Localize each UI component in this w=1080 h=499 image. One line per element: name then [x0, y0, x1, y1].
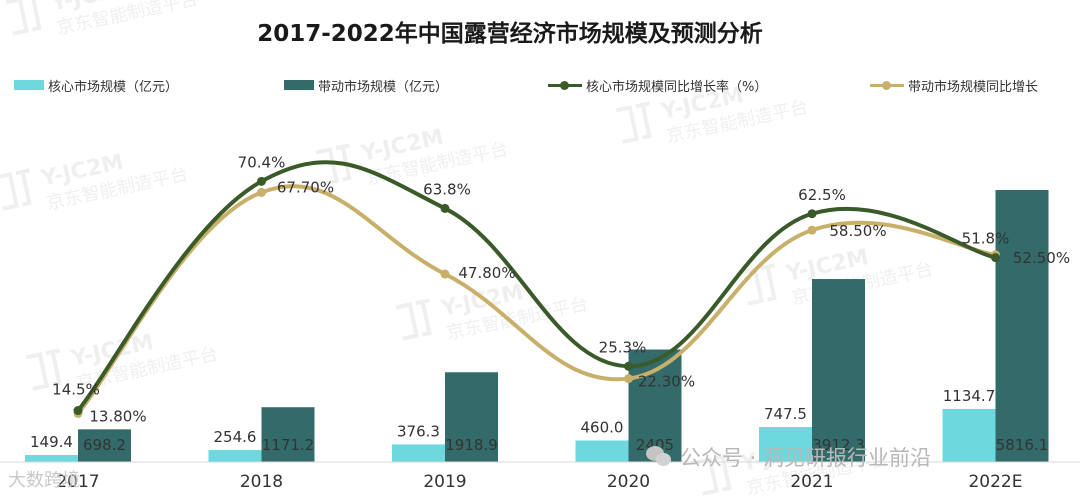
- bar-driven-2018[interactable]: [261, 407, 315, 462]
- label-core-growth-2018: 70.4%: [238, 153, 286, 171]
- point-core-growth-2017[interactable]: [73, 406, 83, 416]
- x-tick-2020: 2020: [607, 472, 650, 492]
- label-driven-growth-2018: 67.70%: [277, 178, 334, 196]
- point-core-growth-2020[interactable]: [624, 361, 633, 371]
- label-driven-2020: 2405: [636, 436, 674, 454]
- x-tick-2021: 2021: [790, 472, 833, 492]
- label-driven-growth-2019: 47.80%: [458, 264, 515, 282]
- label-driven-growth-2020: 22.30%: [638, 373, 695, 391]
- label-core-2018: 254.6: [214, 428, 257, 446]
- bar-core-2018[interactable]: [208, 450, 262, 462]
- point-driven-growth-2019[interactable]: [440, 269, 450, 279]
- footer-source-right: 公众号 · 洞见研报行业前沿: [646, 442, 931, 472]
- label-driven-2019: 1918.9: [445, 436, 498, 454]
- bar-driven-2019[interactable]: [445, 372, 498, 462]
- x-tick-2018: 2018: [240, 472, 283, 492]
- point-core-growth-2019[interactable]: [440, 203, 450, 213]
- point-driven-growth-2018[interactable]: [257, 187, 266, 197]
- legend-label-core-growth: 核心市场规模同比增长率（%）: [586, 79, 768, 95]
- bar-driven-2021[interactable]: [812, 279, 865, 462]
- x-axis: 2017 2018 2019 2020 2021 2022E: [0, 461, 1080, 492]
- bar-core-2019[interactable]: [392, 444, 445, 462]
- watermark-logo-icon: [395, 298, 432, 341]
- label-core-2020: 460.0: [581, 418, 624, 436]
- line-driven-growth[interactable]: [76, 184, 996, 415]
- watermark-logo-icon: [25, 348, 62, 391]
- bar-driven-2017[interactable]: [78, 429, 131, 462]
- legend-item-driven-size[interactable]: 带动市场规模（亿元）: [284, 72, 448, 98]
- footer-right-text: 公众号 · 洞见研报行业前沿: [680, 446, 932, 470]
- x-tick-2017: 2017: [56, 472, 99, 492]
- legend-item-core-growth[interactable]: 核心市场规模同比增长率（%）: [548, 72, 767, 98]
- watermark-logo-icon: [315, 143, 352, 186]
- bar-core-2020[interactable]: [575, 440, 629, 462]
- label-core-growth-2022E: 51.8%: [962, 230, 1010, 248]
- point-driven-growth-2021[interactable]: [807, 225, 817, 235]
- watermark-logo-icon: [0, 168, 32, 211]
- watermark-logo-icon: [695, 453, 732, 496]
- label-core-2021: 747.5: [764, 405, 807, 423]
- chart-title-text: 2017-2022年中国露营经济市场规模及预测分析: [257, 21, 763, 47]
- bar-driven-2022E[interactable]: [995, 190, 1049, 462]
- line-core-growth[interactable]: [76, 160, 996, 412]
- line-layer: [73, 160, 1000, 418]
- label-driven-2017: 698.2: [83, 436, 126, 454]
- label-core-2019: 376.3: [397, 422, 440, 440]
- legend-swatch-core-growth: [548, 80, 582, 90]
- footer-source-left: 大数跨境: [8, 466, 80, 492]
- legend-label-driven-size: 带动市场规模（亿元）: [318, 79, 449, 95]
- label-driven-2018: 1171.2: [262, 436, 315, 454]
- label-driven-growth-2017: 13.80%: [89, 407, 146, 425]
- label-layer: 149.4 698.2 254.6 1171.2 376.3 1918.9 460.0 240…: [30, 153, 1070, 454]
- point-driven-growth-2020[interactable]: [624, 374, 633, 384]
- label-core-2022E: 1134.7: [943, 387, 996, 405]
- point-core-growth-2021[interactable]: [807, 209, 817, 219]
- bar-core-2017[interactable]: [25, 455, 78, 462]
- wechat-icon: [646, 446, 672, 468]
- label-core-2017: 149.4: [30, 433, 73, 451]
- label-driven-2022E: 5816.1: [996, 436, 1049, 454]
- chart-legend: 核心市场规模（亿元） 带动市场规模（亿元） 核心市场规模同比增长率（%） 带动市…: [0, 72, 1080, 98]
- watermark-logo-icon: [615, 101, 652, 144]
- label-driven-growth-2021: 58.50%: [829, 222, 886, 240]
- legend-swatch-core-size: [14, 80, 44, 90]
- legend-item-core-size[interactable]: 核心市场规模（亿元）: [14, 72, 178, 98]
- legend-item-driven-growth[interactable]: 带动市场规模同比增长: [870, 72, 1038, 98]
- label-core-growth-2021: 62.5%: [798, 186, 846, 204]
- point-core-growth-2018[interactable]: [257, 176, 266, 186]
- x-tick-2022E: 2022E: [968, 472, 1022, 492]
- bar-core-2021[interactable]: [759, 427, 812, 462]
- legend-label-driven-growth: 带动市场规模同比增长: [908, 79, 1039, 95]
- footer-left-text: 大数跨境: [8, 470, 80, 491]
- x-tick-2019: 2019: [423, 472, 466, 492]
- label-core-growth-2017: 14.5%: [52, 381, 100, 399]
- label-driven-2021: 3912.3: [812, 436, 865, 454]
- watermark-logo-icon: [740, 263, 777, 306]
- watermark-logo-icon: [5, 0, 42, 36]
- label-driven-growth-2022E: 52.50%: [1013, 249, 1070, 267]
- label-core-growth-2019: 63.8%: [423, 180, 471, 198]
- bar-layer: [25, 190, 1049, 462]
- bar-core-2022E[interactable]: [942, 408, 996, 462]
- legend-swatch-driven-growth: [870, 80, 904, 90]
- point-core-growth-2022E[interactable]: [991, 253, 1000, 263]
- legend-label-core-size: 核心市场规模（亿元）: [48, 79, 179, 95]
- label-core-growth-2020: 25.3%: [599, 338, 647, 356]
- chart-title: 2017-2022年中国露营经济市场规模及预测分析: [0, 14, 1080, 48]
- legend-swatch-driven-size: [284, 80, 314, 90]
